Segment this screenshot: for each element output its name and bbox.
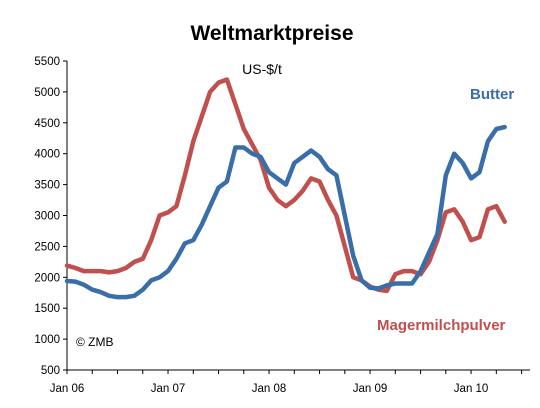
- x-tick-label: Jan 10: [454, 383, 489, 395]
- credit-label: © ZMB: [76, 335, 114, 349]
- x-tick-label: Jan 06: [50, 383, 85, 395]
- chart-title: Weltmarktpreise: [190, 22, 353, 45]
- x-axis: Jan 06 Jan 07 Jan 08 Jan 09 Jan 10: [50, 370, 523, 395]
- series-line-magermilchpulver: [64, 77, 507, 294]
- y-tick-label: 2500: [34, 241, 60, 253]
- y-tick-label: 4500: [34, 118, 60, 130]
- series-line-butter: [64, 124, 507, 300]
- series-label-magermilchpulver: Magermilchpulver: [377, 317, 506, 334]
- y-tick-label: 1000: [34, 334, 60, 346]
- y-tick-label: 3500: [34, 180, 60, 192]
- x-tick-label: Jan 08: [252, 383, 287, 395]
- y-tick-label: 1500: [34, 303, 60, 315]
- y-tick-label: 5000: [34, 87, 60, 99]
- x-tick-label: Jan 07: [151, 383, 186, 395]
- y-tick-label: 2000: [34, 272, 60, 284]
- y-axis: 500 1000 1500 2000 2500 3000 3500 4000 4500 5000 5…: [34, 56, 67, 377]
- y-tick-label: 3000: [34, 211, 60, 223]
- x-tick-label: Jan 09: [353, 383, 388, 395]
- y-tick-label: 5500: [34, 56, 60, 68]
- y-tick-label: 4000: [34, 149, 60, 161]
- unit-label: US-$/t: [242, 61, 282, 77]
- y-tick-label: 500: [41, 365, 60, 377]
- series-lines: [64, 77, 507, 300]
- series-label-butter: Butter: [470, 86, 514, 103]
